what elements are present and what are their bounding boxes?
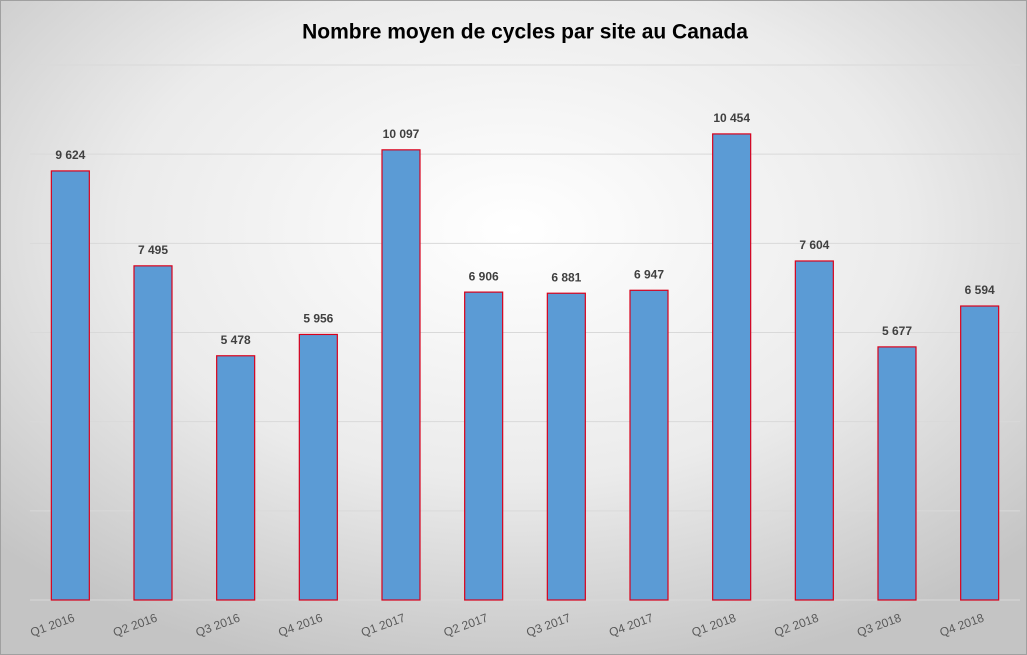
bar — [877, 346, 917, 601]
data-label: 6 947 — [634, 267, 664, 281]
bar — [629, 289, 669, 601]
bar — [216, 355, 256, 601]
data-label: 5 478 — [221, 333, 251, 347]
bar — [464, 291, 504, 601]
bar — [381, 149, 421, 601]
bar — [298, 333, 338, 601]
data-label: 7 495 — [138, 243, 168, 257]
bar — [712, 133, 752, 601]
data-label: 10 454 — [713, 111, 750, 125]
data-label: 6 881 — [551, 270, 581, 284]
data-label: 5 677 — [882, 324, 912, 338]
bar — [960, 305, 1000, 601]
bar — [794, 260, 834, 601]
data-label: 6 594 — [965, 283, 995, 297]
bar — [50, 170, 90, 601]
data-label: 10 097 — [383, 127, 420, 141]
data-label: 6 906 — [469, 269, 499, 283]
data-label: 7 604 — [799, 238, 829, 252]
data-label: 9 624 — [55, 148, 85, 162]
bar — [133, 265, 173, 601]
bar — [546, 292, 586, 601]
chart-title: Nombre moyen de cycles par site au Canad… — [302, 21, 748, 44]
data-label: 5 956 — [303, 312, 333, 326]
